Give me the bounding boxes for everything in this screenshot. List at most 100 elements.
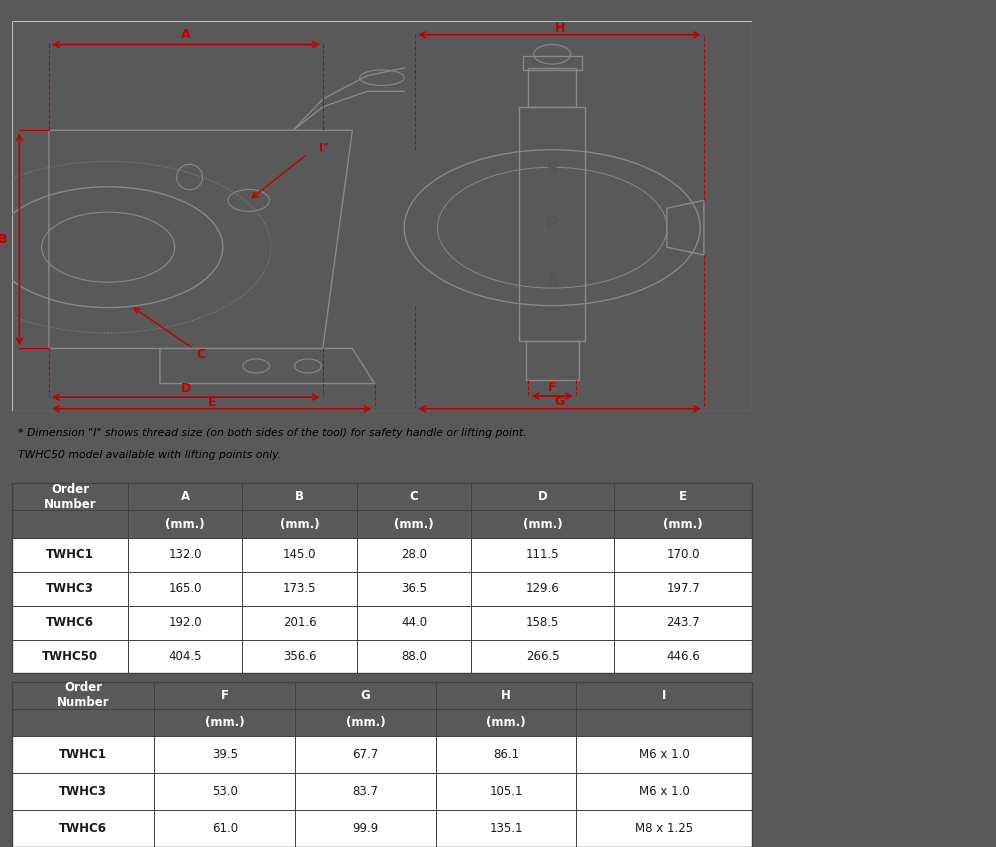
Bar (435, 810, 577, 847)
Text: (mm.): (mm.) (486, 717, 526, 729)
Text: 28.0: 28.0 (401, 548, 427, 562)
Bar (471, 572, 615, 606)
Bar (615, 511, 752, 538)
Text: (mm.): (mm.) (346, 717, 385, 729)
Text: Order
Number: Order Number (44, 483, 97, 511)
Bar (12, 736, 154, 773)
Bar (615, 538, 752, 572)
Bar (435, 709, 577, 736)
Bar (615, 639, 752, 673)
Text: 83.7: 83.7 (353, 785, 378, 798)
Text: 44.0: 44.0 (401, 616, 427, 629)
Bar (127, 511, 242, 538)
Text: 192.0: 192.0 (168, 616, 202, 629)
Text: 145.0: 145.0 (283, 548, 317, 562)
Text: S: S (546, 160, 559, 178)
Text: (mm.): (mm.) (394, 518, 434, 531)
Text: (mm.): (mm.) (663, 518, 703, 531)
Text: C: C (409, 490, 418, 503)
Text: 243.7: 243.7 (666, 616, 700, 629)
Bar (242, 639, 357, 673)
Text: (mm.): (mm.) (165, 518, 205, 531)
Bar (154, 682, 295, 709)
Bar (242, 483, 357, 511)
Bar (357, 538, 471, 572)
Text: TWHC6: TWHC6 (59, 822, 108, 835)
Text: H: H (555, 22, 565, 35)
Bar (471, 639, 615, 673)
Bar (357, 572, 471, 606)
Bar (12, 483, 127, 511)
Bar (12, 606, 127, 639)
Text: A: A (180, 490, 189, 503)
Bar (242, 511, 357, 538)
Text: D: D (538, 490, 548, 503)
Bar (154, 709, 295, 736)
Text: 135.1: 135.1 (489, 822, 523, 835)
Text: 53.0: 53.0 (212, 785, 238, 798)
Text: E: E (679, 490, 687, 503)
Text: 201.6: 201.6 (283, 616, 317, 629)
Text: 39.5: 39.5 (212, 749, 238, 761)
Text: I": I" (319, 143, 329, 152)
Text: E: E (207, 396, 216, 409)
Bar (295, 773, 435, 810)
Bar (127, 538, 242, 572)
Text: TWHC3: TWHC3 (60, 785, 108, 798)
Bar (577, 682, 752, 709)
Bar (295, 682, 435, 709)
Bar (615, 572, 752, 606)
Bar (357, 511, 471, 538)
Text: TWHC3: TWHC3 (46, 582, 94, 595)
Text: * Dimension "I" shows thread size (on both sides of the tool) for safety handle : * Dimension "I" shows thread size (on bo… (18, 428, 527, 438)
Bar (12, 810, 154, 847)
Bar (615, 606, 752, 639)
Text: H: H (501, 689, 511, 702)
Text: 356.6: 356.6 (283, 650, 317, 663)
Text: 446.6: 446.6 (666, 650, 700, 663)
Text: F: F (221, 689, 229, 702)
Text: A: A (181, 28, 190, 42)
Bar (577, 709, 752, 736)
Bar (577, 773, 752, 810)
Bar (357, 606, 471, 639)
Text: 36.5: 36.5 (401, 582, 427, 595)
Bar (435, 736, 577, 773)
Bar (615, 483, 752, 511)
Text: B: B (295, 490, 304, 503)
Text: 132.0: 132.0 (168, 548, 202, 562)
Text: TWHC1: TWHC1 (46, 548, 94, 562)
Text: 99.9: 99.9 (353, 822, 378, 835)
Bar (295, 709, 435, 736)
Text: F: F (548, 381, 557, 394)
Text: 404.5: 404.5 (168, 650, 202, 663)
Text: 158.5: 158.5 (526, 616, 560, 629)
Text: M6 x 1.0: M6 x 1.0 (638, 749, 689, 761)
Bar (12, 538, 127, 572)
Bar (154, 810, 295, 847)
Bar (127, 606, 242, 639)
Bar (127, 483, 242, 511)
Text: TWHC50 model available with lifting points only.: TWHC50 model available with lifting poin… (18, 450, 281, 460)
Text: 197.7: 197.7 (666, 582, 700, 595)
Text: G: G (361, 689, 371, 702)
Bar (295, 736, 435, 773)
Text: I: I (662, 689, 666, 702)
Text: TWHC6: TWHC6 (46, 616, 94, 629)
Text: 86.1: 86.1 (493, 749, 519, 761)
Text: M8 x 1.25: M8 x 1.25 (635, 822, 693, 835)
Text: 67.7: 67.7 (353, 749, 378, 761)
Bar (127, 572, 242, 606)
Bar (242, 538, 357, 572)
Text: M6 x 1.0: M6 x 1.0 (638, 785, 689, 798)
Bar (435, 682, 577, 709)
Text: (mm.): (mm.) (205, 717, 245, 729)
Bar (242, 606, 357, 639)
Bar (357, 639, 471, 673)
Text: 111.5: 111.5 (526, 548, 560, 562)
Text: 173.5: 173.5 (283, 582, 317, 595)
Bar (577, 736, 752, 773)
Text: 165.0: 165.0 (168, 582, 202, 595)
Bar (357, 483, 471, 511)
Bar (471, 606, 615, 639)
